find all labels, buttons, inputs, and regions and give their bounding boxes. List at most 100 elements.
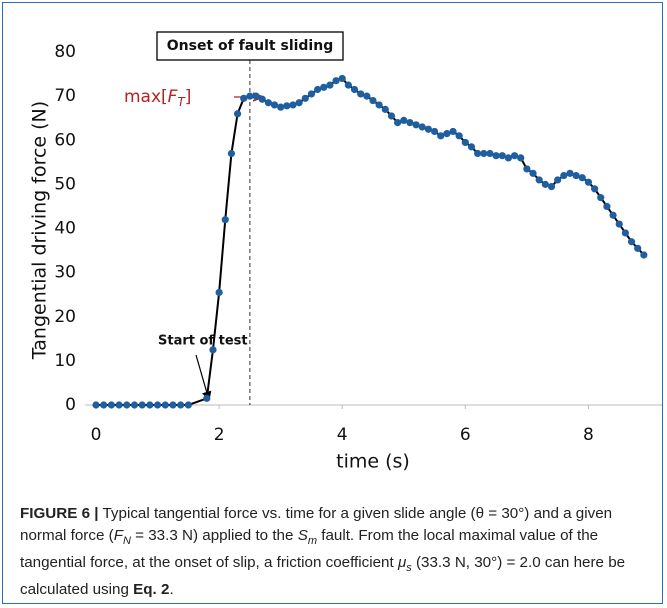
data-point xyxy=(146,401,154,409)
data-point xyxy=(480,149,488,158)
data-point xyxy=(584,178,593,186)
data-point xyxy=(406,119,414,127)
y-tick-label: 20 xyxy=(54,307,76,327)
max-label-part: T xyxy=(177,95,186,109)
data-point xyxy=(547,182,556,191)
data-point xyxy=(455,132,463,140)
data-point xyxy=(240,94,248,102)
data-point xyxy=(326,81,334,89)
data-point xyxy=(498,152,506,160)
y-tick-label: 50 xyxy=(54,174,76,194)
data-point xyxy=(357,90,365,98)
onset-box xyxy=(156,31,344,61)
data-point xyxy=(418,123,426,131)
x-tick-label: 0 xyxy=(91,425,102,445)
x-tick-label: 2 xyxy=(214,425,225,445)
y-tick-label: 60 xyxy=(54,130,76,150)
data-point xyxy=(504,154,513,162)
data-point xyxy=(350,85,359,94)
caption-text: S xyxy=(297,527,308,544)
data-point xyxy=(467,143,476,151)
data-point xyxy=(115,401,123,409)
y-tick-label: 0 xyxy=(65,395,76,415)
data-point xyxy=(227,149,236,158)
data-point xyxy=(344,81,352,89)
data-point xyxy=(554,176,562,184)
data-point xyxy=(252,92,260,100)
y-tick-label: 40 xyxy=(54,219,76,239)
data-point xyxy=(209,346,217,354)
data-point xyxy=(375,101,383,109)
data-point xyxy=(92,401,100,409)
data-point xyxy=(246,92,254,100)
data-point xyxy=(277,103,285,111)
caption-text: = 33.3 N) applied to the xyxy=(130,527,298,544)
data-point xyxy=(153,401,162,409)
x-tick-label: 4 xyxy=(337,425,348,445)
max-label-part: F xyxy=(168,87,178,107)
data-point xyxy=(492,152,500,160)
x-axis-label: time (s) xyxy=(336,451,410,473)
data-point xyxy=(332,77,340,85)
caption-text: μ xyxy=(397,554,407,572)
caption-text: N xyxy=(122,535,131,548)
y-tick-label: 70 xyxy=(54,86,76,106)
data-point xyxy=(541,180,549,188)
data-point xyxy=(449,127,457,136)
max-label: max[FT] xyxy=(124,87,191,109)
data-point xyxy=(510,152,519,160)
data-point xyxy=(301,94,309,102)
data-point xyxy=(123,401,131,409)
data-point xyxy=(394,119,402,127)
data-point xyxy=(130,401,139,409)
data-point xyxy=(107,401,115,409)
data-point xyxy=(523,165,531,173)
data-point xyxy=(203,394,211,402)
data-point xyxy=(591,185,599,193)
data-point xyxy=(412,121,420,129)
data-point xyxy=(283,102,291,110)
data-point xyxy=(233,110,242,118)
caption-text: FIGURE 6 | xyxy=(20,505,99,522)
caption-text: m xyxy=(307,535,317,548)
data-point xyxy=(615,220,623,228)
data-point xyxy=(295,99,303,107)
y-tick-label: 80 xyxy=(54,42,76,62)
data-point xyxy=(437,132,445,140)
data-point xyxy=(474,149,482,158)
data-point xyxy=(566,169,574,177)
data-point xyxy=(597,194,605,202)
data-point xyxy=(215,288,223,297)
data-point xyxy=(560,171,568,180)
data-point xyxy=(609,211,617,219)
data-point xyxy=(529,169,537,177)
data-point xyxy=(400,116,408,124)
data-point xyxy=(443,130,451,138)
y-tick-label: 30 xyxy=(54,263,76,283)
data-point xyxy=(535,176,543,184)
y-tick-label: 10 xyxy=(54,351,76,371)
data-point xyxy=(184,401,192,409)
data-point xyxy=(461,138,469,147)
data-line xyxy=(96,77,645,406)
data-point xyxy=(640,251,648,259)
caption-text: s xyxy=(406,562,412,575)
data-point xyxy=(270,101,279,109)
data-point xyxy=(603,202,611,211)
data-point xyxy=(161,401,169,409)
data-point xyxy=(424,125,432,133)
data-point xyxy=(264,99,272,107)
data-point xyxy=(430,127,439,136)
caption-text: Typical tangential force vs. time for a … xyxy=(20,505,613,544)
data-point xyxy=(314,85,322,94)
caption-text: fault. From the local maximal value of t… xyxy=(20,527,599,572)
y-axis-label: Tangential driving force (N) xyxy=(29,101,51,360)
caption: FIGURE 6 | Typical tangential force vs. … xyxy=(20,503,650,601)
data-point xyxy=(258,95,266,103)
data-point xyxy=(621,229,629,237)
data-point xyxy=(363,92,371,100)
max-label-part: ] xyxy=(185,87,192,107)
data-point xyxy=(578,174,586,182)
